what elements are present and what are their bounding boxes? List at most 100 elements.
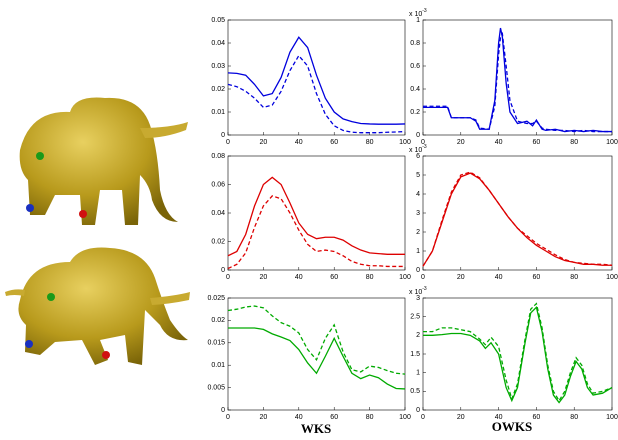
- plot-area: [228, 156, 405, 270]
- x-tick-label: 40: [495, 274, 503, 281]
- x-tick-label: 0: [421, 414, 425, 421]
- y-tick-label: 1: [416, 370, 420, 377]
- multiplier-base: x 10: [409, 289, 422, 296]
- x-tick-label: 0: [421, 274, 425, 281]
- x-tick-label: 100: [606, 139, 618, 146]
- y-tick-label: 0.02: [211, 317, 225, 324]
- elephant-body: [20, 98, 178, 225]
- x-tick-label: 20: [260, 414, 268, 421]
- x-tick-label: 40: [495, 414, 503, 421]
- x-tick-label: 40: [495, 139, 503, 146]
- x-tick-label: 40: [295, 414, 303, 421]
- x-tick-label: 100: [399, 414, 411, 421]
- x-tick-label: 80: [366, 274, 374, 281]
- elephant-top: [20, 98, 188, 225]
- y-tick-label: 0: [221, 267, 225, 274]
- x-tick-label: 60: [330, 139, 338, 146]
- y-tick-label: 0.04: [211, 40, 225, 47]
- y-tick-label: 0.01: [211, 362, 225, 369]
- y-multiplier: x 10-3: [409, 8, 427, 18]
- x-tick-label: 20: [457, 274, 465, 281]
- plot-area: [228, 20, 405, 135]
- x-tick-label: 60: [533, 274, 541, 281]
- x-tick-label: 60: [330, 414, 338, 421]
- y-tick-label: 0: [416, 407, 420, 414]
- x-tick-label: 60: [533, 414, 541, 421]
- y-tick-label: 1: [416, 17, 420, 24]
- column-label: WKS: [301, 421, 331, 436]
- x-tick-label: 20: [260, 139, 268, 146]
- x-tick-label: 0: [226, 139, 230, 146]
- y-tick-label: 0.4: [410, 86, 420, 93]
- x-tick-label: 80: [570, 139, 578, 146]
- y-tick-label: 1: [416, 248, 420, 255]
- y-tick-label: 6: [416, 153, 420, 160]
- x-tick-label: 80: [570, 414, 578, 421]
- figure: WKS OWKS 02040608010000.010.020.030.040.…: [0, 0, 618, 440]
- y-tick-label: 0.005: [207, 384, 225, 391]
- x-tick-label: 40: [295, 139, 303, 146]
- x-tick-label: 100: [399, 139, 411, 146]
- keypoint: [36, 152, 44, 160]
- multiplier-exponent: -3: [422, 286, 427, 292]
- y-tick-label: 2: [416, 229, 420, 236]
- y-tick-label: 0.8: [410, 40, 420, 47]
- x-tick-label: 0: [226, 414, 230, 421]
- y-tick-label: 0.6: [410, 63, 420, 70]
- tail: [5, 289, 25, 296]
- y-tick-label: 0.02: [211, 238, 225, 245]
- y-tick-label: 2: [416, 332, 420, 339]
- x-tick-label: 20: [260, 274, 268, 281]
- y-tick-label: 1.5: [410, 351, 420, 358]
- keypoint: [102, 351, 110, 359]
- column-label: OWKS: [492, 419, 532, 434]
- y-tick-label: 0.2: [410, 109, 420, 116]
- x-tick-label: 60: [533, 139, 541, 146]
- y-tick-label: 3: [416, 210, 420, 217]
- x-tick-label: 20: [457, 139, 465, 146]
- x-tick-label: 100: [606, 414, 618, 421]
- plot-area: [423, 298, 612, 410]
- elephant-body: [18, 248, 188, 365]
- keypoint: [47, 293, 55, 301]
- elephant-bottom: [5, 248, 190, 365]
- y-tick-label: 0: [416, 132, 420, 139]
- x-tick-label: 20: [457, 414, 465, 421]
- x-tick-label: 60: [330, 274, 338, 281]
- y-tick-label: 0.015: [207, 340, 225, 347]
- multiplier-base: x 10: [409, 11, 422, 18]
- y-tick-label: 5: [416, 172, 420, 179]
- x-tick-label: 100: [399, 274, 411, 281]
- y-tick-label: 0.03: [211, 63, 225, 70]
- keypoint: [25, 340, 33, 348]
- x-tick-label: 80: [366, 139, 374, 146]
- y-tick-label: 0: [221, 407, 225, 414]
- keypoint: [26, 204, 34, 212]
- y-tick-label: 0.08: [211, 153, 225, 160]
- multiplier-exponent: -3: [422, 8, 427, 14]
- y-tick-label: 2.5: [410, 314, 420, 321]
- y-tick-label: 0.05: [211, 17, 225, 24]
- x-tick-label: 0: [226, 274, 230, 281]
- y-tick-label: 0: [416, 267, 420, 274]
- x-tick-label: 100: [606, 274, 618, 281]
- y-tick-label: 0.06: [211, 181, 225, 188]
- multiplier-exponent: -3: [422, 144, 427, 150]
- plot-area: [228, 298, 405, 410]
- y-tick-label: 0.025: [207, 295, 225, 302]
- x-tick-label: 40: [295, 274, 303, 281]
- y-tick-label: 0.02: [211, 86, 225, 93]
- y-multiplier: x 10-3: [409, 286, 427, 296]
- y-tick-label: 3: [416, 295, 420, 302]
- y-multiplier: x 10-3: [409, 144, 427, 154]
- y-tick-label: 0: [221, 132, 225, 139]
- plot-area: [423, 156, 612, 270]
- y-tick-label: 0.01: [211, 109, 225, 116]
- multiplier-base: x 10: [409, 147, 422, 154]
- y-tick-label: 4: [416, 191, 420, 198]
- x-tick-label: 80: [366, 414, 374, 421]
- keypoint: [79, 210, 87, 218]
- x-tick-label: 80: [570, 274, 578, 281]
- y-tick-label: 0.5: [410, 388, 420, 395]
- y-tick-label: 0.04: [211, 210, 225, 217]
